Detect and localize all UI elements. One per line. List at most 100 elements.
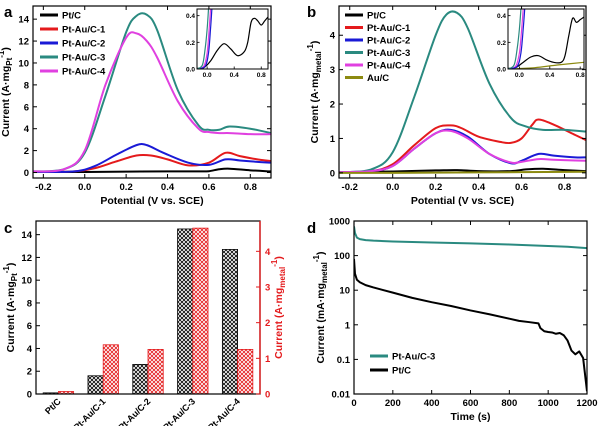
panel-label: a — [4, 4, 13, 21]
legend-label: Pt-Au/C-1 — [62, 25, 106, 36]
y-tick-label: 0 — [27, 390, 32, 401]
bar-right — [237, 349, 254, 395]
series-line-1 — [354, 258, 587, 392]
plot-frame — [32, 5, 272, 179]
legend: Pt/C Pt-Au/C-1 Pt-Au/C-2 Pt-Au/C-3 Pt-Au/C-4 — [40, 11, 106, 78]
bar-left — [132, 364, 149, 395]
inset-series-line-4 — [508, 9, 522, 69]
panel-b: -0.2 0.0 0.2 0.4 0.6 0.8 0 1 2 3 4 Potential (V vs.… — [306, 5, 587, 207]
x-tick-label: -0.2 — [342, 182, 358, 193]
bar-right — [102, 344, 119, 395]
legend-label: Pt-Au/C-2 — [62, 39, 105, 50]
x-tick-label: 0.8 — [558, 182, 571, 193]
y-tick-label: 6 — [24, 102, 29, 113]
x-tick-label: 800 — [501, 398, 517, 409]
x-tick-label: 0.6 — [202, 182, 215, 193]
legend-label: Au/C — [367, 73, 389, 84]
y-tick-label: 3 — [330, 65, 335, 76]
bar-left — [221, 249, 238, 395]
y-axis-label: Current (A·mgmetal-1) — [306, 41, 323, 144]
inset-y-tick-label: 0.4 — [186, 13, 195, 20]
x-tick-label: 1000 — [538, 398, 559, 409]
y-tick-label: 10 — [339, 286, 350, 297]
y-tick-label: 8 — [24, 80, 29, 91]
y-tick-label: 1 — [345, 320, 351, 331]
inset-x-tick-label: 0.4 — [230, 72, 239, 79]
inset-x-tick-label: 0.0 — [203, 72, 212, 79]
bar-right — [192, 227, 209, 395]
legend: Pt-Au/C-3 Pt/C — [370, 352, 435, 377]
y-tick-label: 10 — [18, 58, 29, 69]
y-axis-label: Current (mA·mgmetal-1) — [312, 251, 329, 363]
inset-x-tick-label: 0.8 — [576, 72, 585, 79]
category-label: Pt-Au/C-4 — [206, 396, 242, 426]
y-tick-label: 1 — [330, 134, 336, 145]
plot-frame — [338, 5, 587, 179]
series-line-1 — [33, 151, 271, 173]
x-tick-label: 200 — [385, 398, 401, 409]
inset-y-tick-label: 0.0 — [497, 67, 506, 74]
category-label: Pt-Au/C-1 — [72, 396, 108, 426]
y-tick-label: 100 — [334, 251, 350, 262]
x-axis-label: Time (s) — [450, 411, 490, 423]
inset-y-tick-label: 0.2 — [186, 40, 195, 47]
legend-label: Pt-Au/C-2 — [367, 36, 410, 47]
y-tick-label-right: 3 — [265, 282, 270, 293]
inset-series-line-3 — [508, 9, 526, 69]
x-tick-label: 0.0 — [78, 182, 91, 193]
series-line-2 — [33, 143, 271, 174]
x-axis-label: Potential (V vs. SCE) — [411, 195, 514, 207]
series-line-3 — [339, 10, 586, 174]
panel-label: c — [4, 220, 12, 237]
y-tick-label-right: 0 — [265, 390, 270, 401]
inset-series-line-0 — [508, 16, 584, 69]
y-tick-label: 0.01 — [332, 390, 351, 401]
y-tick-label-right: 2 — [265, 318, 270, 329]
inset-series-line-2 — [197, 9, 213, 69]
x-tick-label: 0.4 — [472, 182, 486, 193]
y-axis-label: Current (A·mgmetal-1) — [270, 256, 287, 359]
y-tick-label: 2 — [330, 100, 335, 111]
y-tick-label: 6 — [27, 321, 32, 332]
series-line-0 — [339, 167, 586, 174]
y-tick-label: 10 — [21, 276, 32, 287]
bar-left — [87, 375, 104, 395]
panel-a: -0.2 0.0 0.2 0.4 0.6 0.8 0 2 4 6 8 10 12 14 Potential … — [0, 5, 272, 207]
y-tick-label-right: 1 — [265, 354, 271, 365]
x-tick-label: 0.6 — [515, 182, 528, 193]
series-group — [339, 10, 586, 174]
y-tick-label: 12 — [18, 37, 29, 48]
legend-label: Pt-Au/C-1 — [367, 23, 411, 34]
x-tick-label: -0.2 — [35, 182, 51, 193]
x-tick-label: 0 — [351, 398, 356, 409]
series-line-4 — [33, 31, 271, 173]
legend: Pt/CPt-Au/C-1 Pt-Au/C-2Pt-Au/C-3 Pt-Au/C-4… — [345, 11, 411, 84]
inset-series-line-0 — [197, 16, 268, 69]
inset-series-line-3 — [197, 9, 210, 69]
category-label: Pt-Au/C-2 — [116, 396, 152, 426]
inset-x-tick-label: 0.0 — [515, 72, 524, 79]
series-line-0 — [33, 167, 271, 173]
x-tick-label: 0.2 — [429, 182, 442, 193]
x-tick-label: 600 — [463, 398, 479, 409]
inset: 0.0 0.4 0.8 0.0 0.2 0.4 — [497, 8, 585, 79]
y-tick-label: 1000 — [329, 217, 350, 228]
bar-left — [177, 228, 194, 395]
series-line-3 — [33, 12, 271, 173]
series-group — [354, 226, 587, 392]
legend-label: Pt-Au/C-3 — [392, 352, 435, 363]
x-tick-label: 0.2 — [120, 182, 133, 193]
x-tick-label: 0.0 — [386, 182, 399, 193]
series-line-5 — [339, 170, 586, 174]
y-tick-label: 4 — [330, 31, 336, 42]
legend-label: Pt/C — [367, 11, 386, 22]
inset-y-tick-label: 0.0 — [186, 67, 195, 74]
category-label: Pt-Au/C-3 — [161, 396, 197, 426]
x-tick-label: 0.4 — [161, 182, 175, 193]
category-label: Pt/C — [43, 396, 63, 416]
y-tick-label: 12 — [21, 253, 32, 264]
series-line-1 — [339, 118, 586, 174]
y-tick-label: 4 — [24, 124, 30, 135]
x-tick-label: 400 — [424, 398, 440, 409]
